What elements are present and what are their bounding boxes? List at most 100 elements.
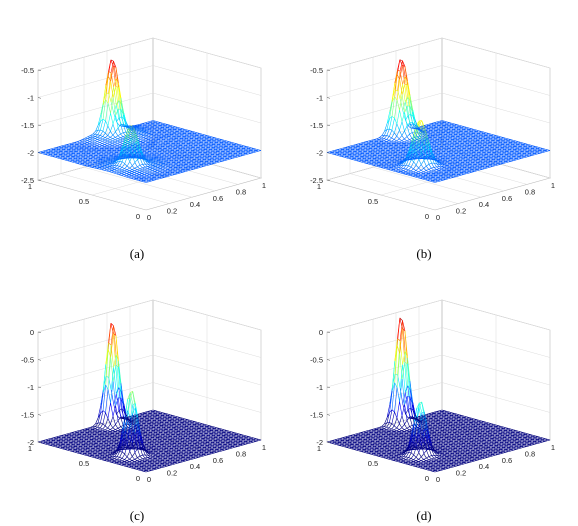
panel-caption: (c)	[130, 508, 144, 523]
y-tick-label: 1	[28, 444, 32, 453]
x-tick-label: 0.8	[236, 449, 246, 458]
x-tick-label: 0.8	[525, 187, 535, 196]
x-tick-labels: 0 0.2 0.4 0.6 0.8 1	[436, 443, 555, 484]
z-tick-mark	[37, 97, 42, 99]
z-gridline	[326, 299, 551, 333]
z-tick-mark	[37, 124, 42, 127]
z-tick-mark	[326, 359, 331, 361]
z-tick-label: 0	[319, 328, 323, 337]
x-tick-label: 0.2	[167, 207, 177, 216]
z-tick-mark	[37, 179, 42, 182]
z-gridline	[37, 92, 262, 126]
z-gridline	[37, 37, 262, 71]
z-tick-mark	[326, 69, 331, 72]
z-tick-labels: -0.5 -1 -1.5 -2 -2.5	[310, 66, 331, 185]
panel-caption: (d)	[416, 508, 431, 523]
z-tick-label: -1.5	[21, 411, 34, 420]
z-tick-label: 0	[30, 328, 34, 337]
z-gridline	[326, 65, 551, 98]
y-tick-label: 1	[28, 182, 32, 191]
x-tick-label: 0.2	[167, 469, 177, 478]
y-tick-label: 0	[136, 474, 140, 483]
z-tick-mark	[326, 97, 331, 99]
z-tick-mark	[37, 359, 42, 361]
z-tick-label: -1.5	[310, 121, 323, 130]
z-gridline	[326, 37, 551, 71]
z-gridline	[326, 354, 551, 388]
x-tick-label: 0.6	[213, 456, 223, 465]
z-tick-label: -1	[316, 94, 323, 103]
x-gridline	[60, 63, 170, 204]
z-tick-mark	[37, 386, 42, 389]
x-tick-label: 1	[262, 443, 266, 452]
z-tick-label: -2	[27, 438, 34, 447]
y-tick-label: 0.5	[79, 197, 89, 206]
z-gridline	[326, 92, 551, 126]
y-tick-label: 0.5	[368, 197, 378, 206]
z-gridline	[37, 65, 262, 98]
z-tick-mark	[37, 414, 42, 416]
x-tick-label: 0.8	[525, 449, 535, 458]
y-tick-label: 0	[425, 474, 429, 483]
z-tick-mark	[326, 124, 331, 127]
z-tick-mark	[326, 386, 331, 389]
z-tick-label: -1.5	[21, 121, 34, 130]
x-tick-label: 0.6	[213, 194, 223, 203]
x-tick-labels: 0 0.2 0.4 0.6 0.8 1	[436, 181, 555, 222]
surface-mesh	[37, 59, 262, 183]
z-tick-label: -1	[27, 383, 34, 392]
z-gridline	[37, 354, 262, 388]
x-gridline	[349, 63, 459, 204]
panel-caption: (a)	[130, 246, 144, 261]
z-gridline	[37, 299, 262, 333]
x-tick-labels: 0 0.2 0.4 0.6 0.8 1	[147, 181, 266, 222]
z-gridline	[326, 382, 551, 415]
z-tick-mark	[326, 152, 331, 154]
x-tick-label: 1	[551, 443, 555, 452]
y-tick-label: 0	[425, 212, 429, 221]
x-tick-label: 0.2	[456, 469, 466, 478]
y-tick-label: 1	[317, 444, 321, 453]
x-tick-label: 0.4	[190, 200, 200, 209]
panel-caption: (b)	[416, 246, 431, 261]
z-tick-label: -1.5	[310, 411, 323, 420]
y-tick-label: 0.5	[368, 459, 378, 468]
z-tick-label: -2	[316, 149, 323, 158]
surface-mesh	[326, 317, 551, 473]
y-tick-label: 0.5	[79, 459, 89, 468]
x-tick-label: 0.6	[502, 194, 512, 203]
x-gridline	[372, 57, 482, 198]
x-tick-label: 0.2	[456, 207, 466, 216]
z-tick-labels: -0.5 -1 -1.5 -2 -2.5	[21, 66, 42, 185]
z-tick-label: -2	[27, 149, 34, 158]
z-tick-mark	[326, 331, 331, 334]
surface-mesh	[326, 59, 551, 183]
z-tick-label: -0.5	[21, 66, 34, 75]
z-tick-label: -2.5	[310, 176, 323, 185]
z-tick-label: -0.5	[310, 356, 323, 365]
x-tick-label: 0	[147, 213, 151, 222]
x-tick-label: 0	[436, 475, 440, 484]
x-tick-label: 0.4	[479, 200, 489, 209]
y-tick-labels: 00.51	[317, 182, 429, 221]
z-tick-label: -2	[316, 438, 323, 447]
z-tick-mark	[37, 152, 42, 154]
z-tick-label: -0.5	[21, 356, 34, 365]
x-tick-label: 1	[551, 181, 555, 190]
x-tick-label: 0	[436, 213, 440, 222]
z-tick-label: -2.5	[21, 176, 34, 185]
y-tick-label: 0	[136, 212, 140, 221]
x-tick-label: 0.8	[236, 187, 246, 196]
surface-mesh	[37, 323, 262, 473]
z-tick-mark	[326, 179, 331, 182]
z-gridline	[37, 382, 262, 415]
y-tick-labels: 00.51	[28, 444, 140, 483]
z-tick-labels: 0 -0.5 -1 -1.5 -2	[310, 328, 331, 447]
x-tick-label: 0.4	[190, 462, 200, 471]
y-tick-labels: 00.51	[317, 444, 429, 483]
